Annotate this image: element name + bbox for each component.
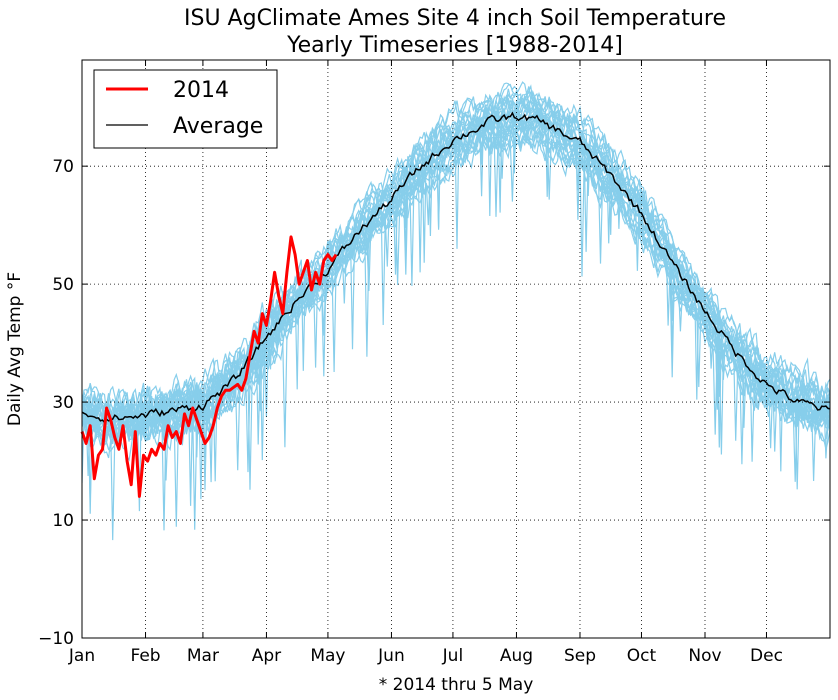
average-series-line <box>81 111 831 424</box>
x-tick-label: Aug <box>500 646 533 666</box>
series-2014-line <box>80 235 338 498</box>
x-tick-label: Mar <box>187 646 219 666</box>
x-tick-label: Dec <box>750 646 783 666</box>
y-axis-ticks: −10 10 30 50 70 <box>38 157 830 649</box>
historical-series-line <box>82 120 830 491</box>
footnote: * 2014 thru 5 May <box>379 675 534 695</box>
x-tick-label: Apr <box>252 646 281 666</box>
current-year-series-group <box>80 235 338 498</box>
x-tick-label: May <box>310 646 345 666</box>
plot-frame <box>81 59 831 639</box>
chart-title: ISU AgClimate Ames Site 4 inch Soil Temp… <box>184 6 726 31</box>
legend: 2014 Average <box>93 69 278 149</box>
x-tick-label: Oct <box>627 646 657 666</box>
x-tick-label: Feb <box>130 646 160 666</box>
chart-subtitle: Yearly Timeseries [1988-2014] <box>286 33 623 58</box>
x-tick-label: Jun <box>377 646 405 666</box>
y-tick-label: 10 <box>52 511 74 531</box>
y-tick-label: 70 <box>52 157 74 177</box>
y-tick-label: 30 <box>52 393 74 413</box>
x-tick-label: Nov <box>688 646 721 666</box>
x-tick-label: Sep <box>564 646 596 666</box>
legend-label-average: Average <box>173 114 263 139</box>
y-axis-label: Daily Avg Temp °F <box>5 272 25 426</box>
legend-box <box>93 69 278 149</box>
y-tick-label: −10 <box>38 629 74 649</box>
legend-label-2014: 2014 <box>173 78 229 103</box>
x-tick-label: Jan <box>68 646 95 666</box>
historical-series-line <box>82 81 830 506</box>
x-axis-ticks: Jan Feb Mar Apr May Jun Jul Aug Sep Oct Nov Dec <box>68 60 783 666</box>
historical-series-group <box>82 81 830 541</box>
average-series-group <box>81 111 831 424</box>
x-tick-label: Jul <box>442 646 464 666</box>
y-tick-label: 50 <box>52 275 74 295</box>
